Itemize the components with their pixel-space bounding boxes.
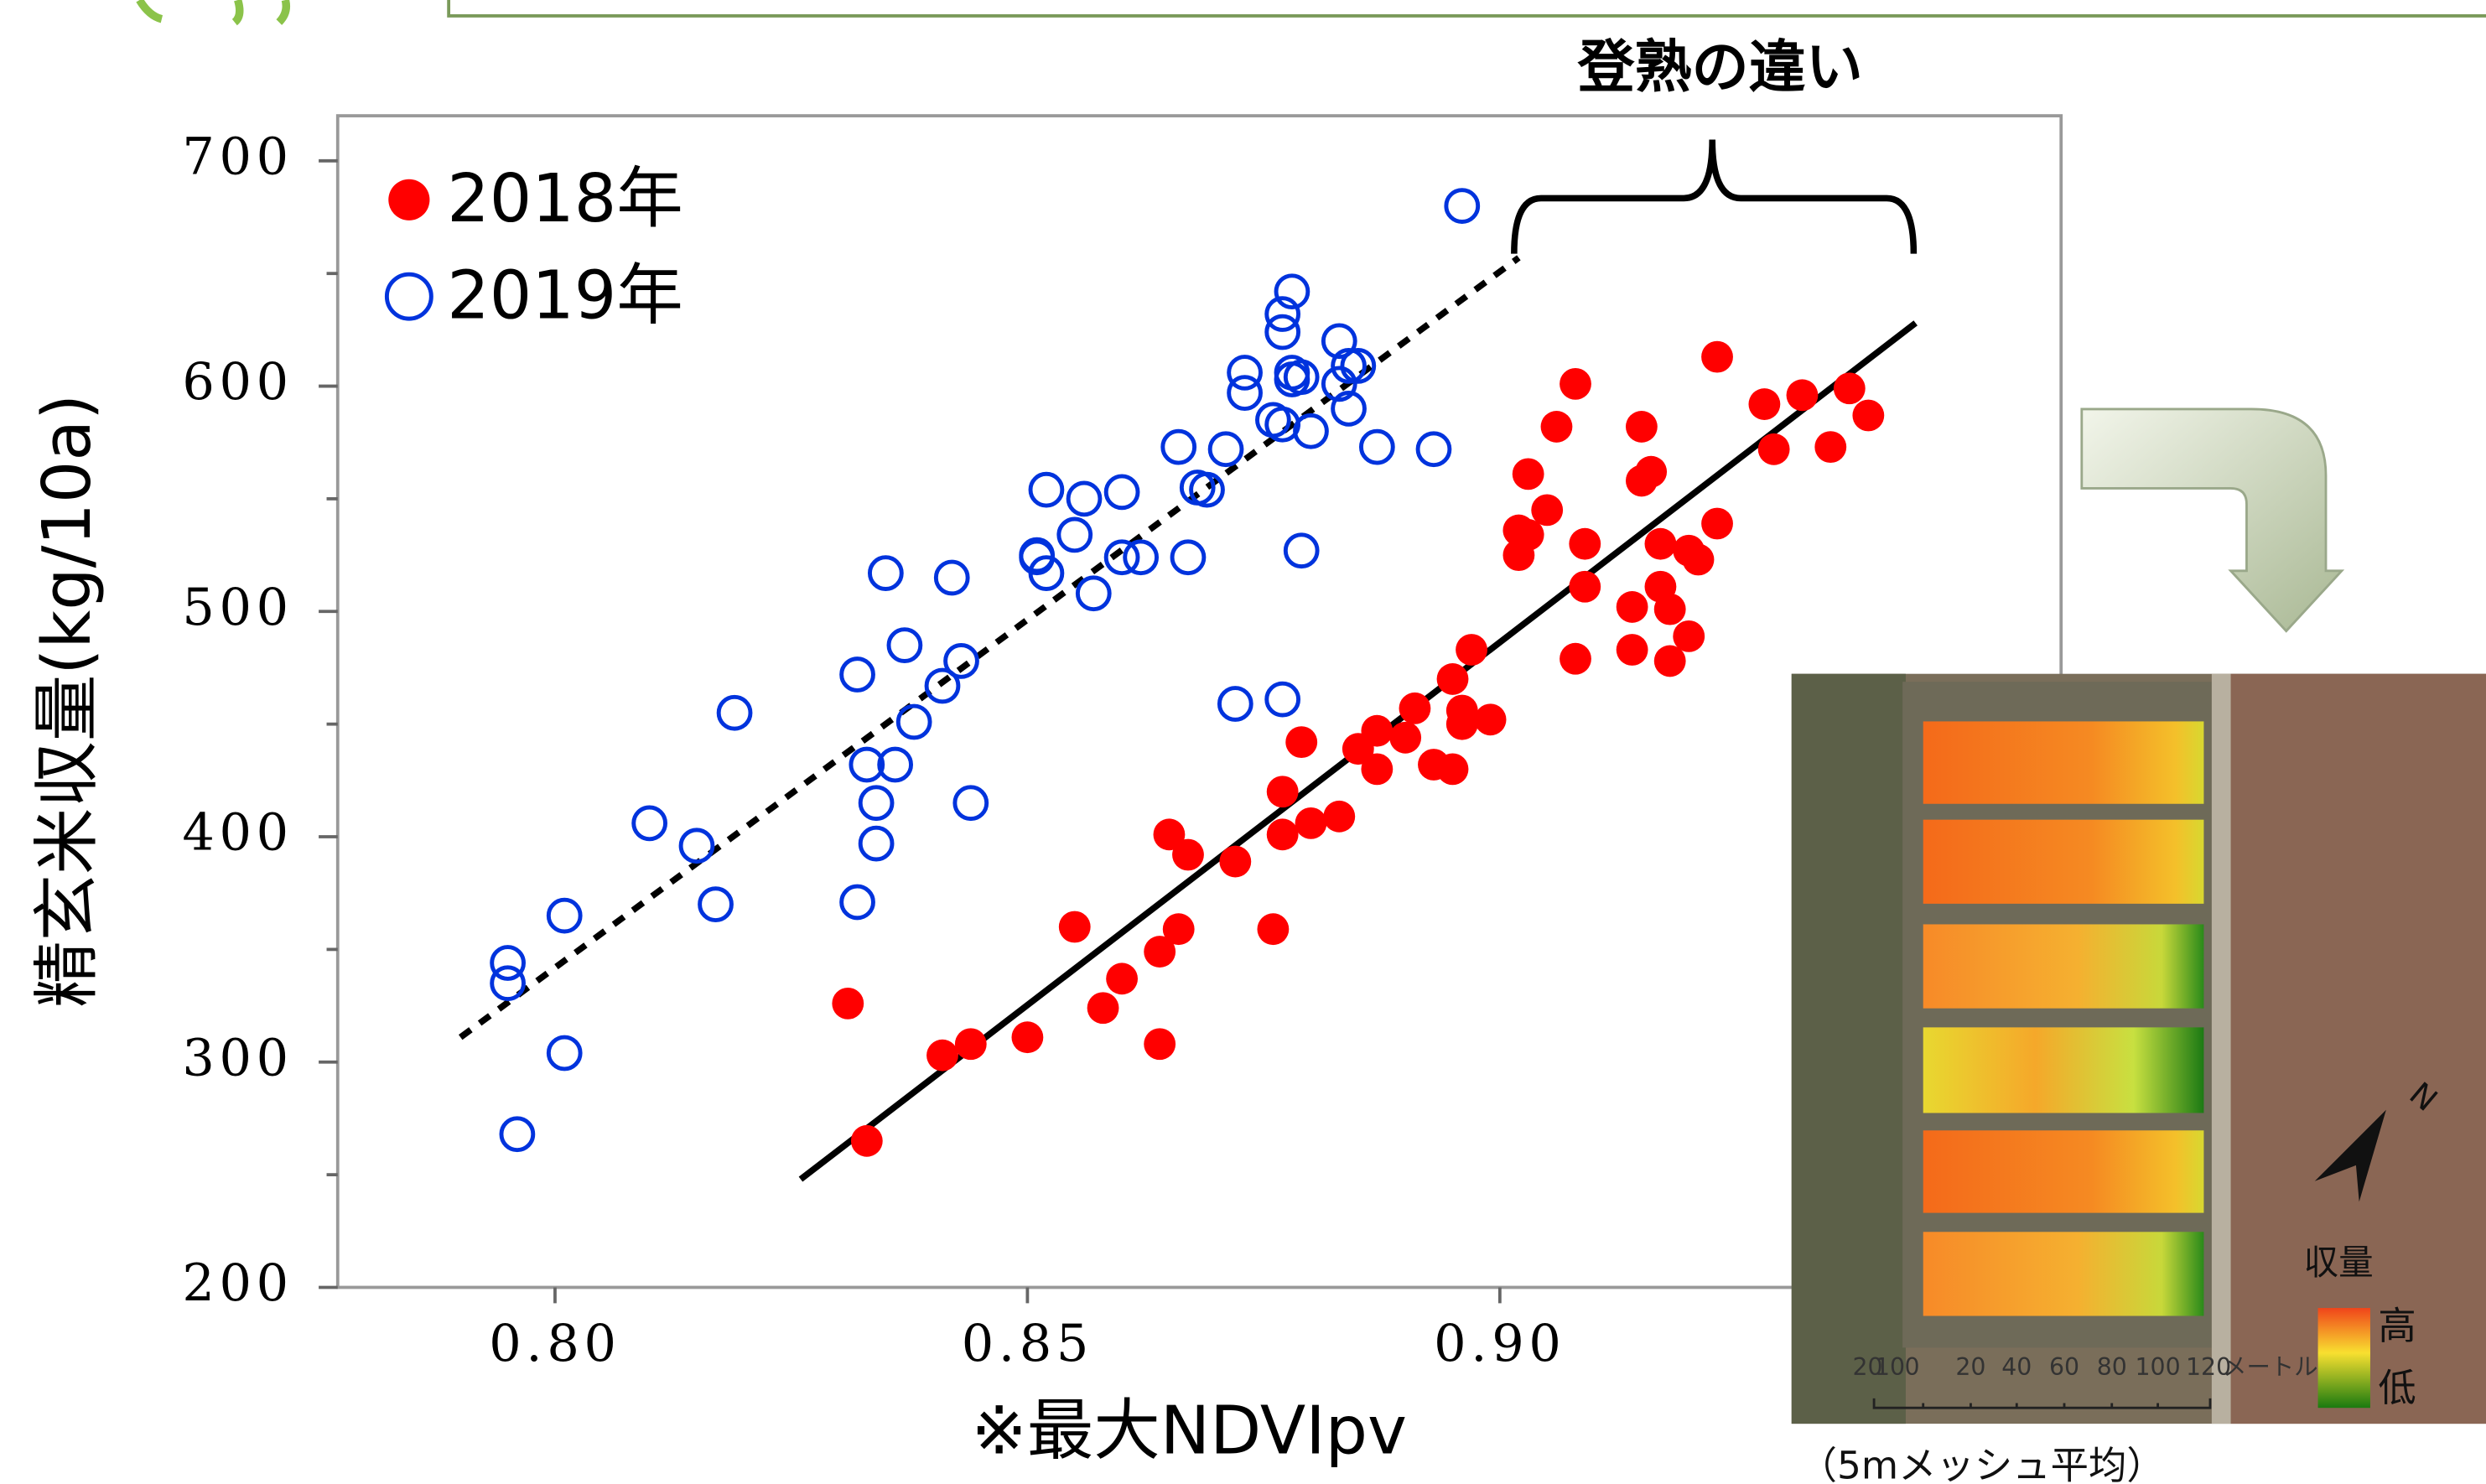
data-point [1456, 634, 1487, 666]
scale-label: 40 [2001, 1353, 2032, 1381]
y-tick-label: 300 [182, 1029, 293, 1087]
data-point [1654, 594, 1686, 625]
data-point [1814, 431, 1846, 463]
y-tick-label: 500 [182, 579, 293, 637]
field [1923, 1232, 2204, 1315]
page: 登熟の違い ※最大NDVIpv 精玄米収量(kg/10a) 2003004005… [0, 0, 2486, 1484]
field [1923, 924, 2204, 1008]
data-point [1626, 411, 1658, 443]
y-tick-label: 600 [182, 353, 293, 412]
data-point [1106, 963, 1138, 994]
legend-low: 低 [2378, 1366, 2416, 1410]
map-road [2212, 674, 2231, 1424]
data-point [1361, 753, 1393, 785]
data-point [1654, 645, 1686, 677]
y-axis-label: 精玄米収量(kg/10a) [28, 394, 106, 1008]
x-tick-label: 0.85 [962, 1315, 1093, 1373]
scale-label: 100 [2136, 1353, 2181, 1381]
leaf-decoration [139, 0, 286, 22]
data-point [1475, 703, 1507, 735]
data-point [1541, 411, 1573, 443]
data-point [1399, 693, 1431, 724]
data-point [1144, 936, 1176, 968]
legend-high: 高 [2378, 1304, 2416, 1348]
data-point [1626, 465, 1658, 497]
data-point [1834, 372, 1866, 404]
data-point [1683, 544, 1715, 576]
data-point [1513, 458, 1544, 490]
data-point [1617, 634, 1648, 666]
scale-label: 120 [2186, 1353, 2231, 1381]
field [1923, 721, 2204, 803]
legend-title: 収量 [2304, 1242, 2374, 1283]
x-tick-label: 0.90 [1434, 1315, 1565, 1373]
data-point [1323, 801, 1355, 833]
data-point [1617, 591, 1648, 623]
y-tick-label: 200 [182, 1254, 293, 1313]
scale-label: 0 [1904, 1353, 1919, 1381]
data-point [1267, 818, 1299, 850]
data-point [1446, 708, 1478, 740]
data-point [1569, 571, 1601, 603]
legend-marker [388, 179, 429, 221]
data-point [1144, 1028, 1176, 1060]
data-point [1787, 379, 1819, 411]
data-point [1087, 992, 1119, 1024]
data-point [1502, 539, 1534, 571]
x-tick-label: 0.80 [489, 1315, 620, 1373]
data-point [851, 1125, 883, 1157]
data-point [1701, 508, 1733, 540]
data-point [926, 1040, 958, 1071]
flow-arrow [2082, 409, 2342, 631]
scale-label: 10 [1875, 1353, 1905, 1381]
data-point [1758, 433, 1790, 465]
data-point [1560, 643, 1591, 675]
yield-map: N 収量 高 低 メートル 2010020406080100120 [1792, 674, 2486, 1424]
data-point [1257, 913, 1289, 945]
annotation: 登熟の違い [1577, 35, 1863, 101]
field [1923, 820, 2204, 904]
data-point [955, 1028, 987, 1060]
map-tree-area [1792, 674, 1906, 1424]
data-point [1267, 776, 1299, 807]
chart: 登熟の違い ※最大NDVIpv 精玄米収量(kg/10a) 2003004005… [0, 0, 2486, 1484]
data-point [1011, 1021, 1043, 1053]
scale-unit: メートル [2223, 1353, 2317, 1381]
legend-label: 2019年 [447, 256, 683, 334]
data-point [1437, 753, 1469, 785]
field [1923, 1027, 2204, 1113]
y-tick-label: 700 [182, 127, 293, 186]
y-tick-label: 400 [182, 804, 293, 863]
color-scale [2318, 1308, 2370, 1408]
field [1923, 1130, 2204, 1212]
data-point [832, 988, 864, 1020]
data-point [1172, 839, 1204, 871]
map-caption: （5mメッシュ平均） [1799, 1444, 2165, 1484]
data-point [1059, 911, 1091, 943]
data-point [1569, 528, 1601, 560]
scale-label: 80 [2097, 1353, 2127, 1381]
header-frame [449, 0, 2486, 16]
data-point [1285, 726, 1317, 758]
data-point [1701, 341, 1733, 373]
data-point [1389, 722, 1421, 754]
data-point [1748, 388, 1780, 420]
data-point [1437, 663, 1469, 695]
scale-label: 60 [2049, 1353, 2079, 1381]
x-axis-label: ※最大NDVIpv [971, 1391, 1407, 1469]
legend-label: 2018年 [447, 159, 683, 237]
data-point [1852, 400, 1884, 432]
scale-label: 20 [1955, 1353, 1985, 1381]
data-point [1295, 807, 1327, 839]
data-point [1219, 846, 1251, 878]
data-point [1645, 528, 1677, 560]
data-point [1560, 368, 1591, 400]
